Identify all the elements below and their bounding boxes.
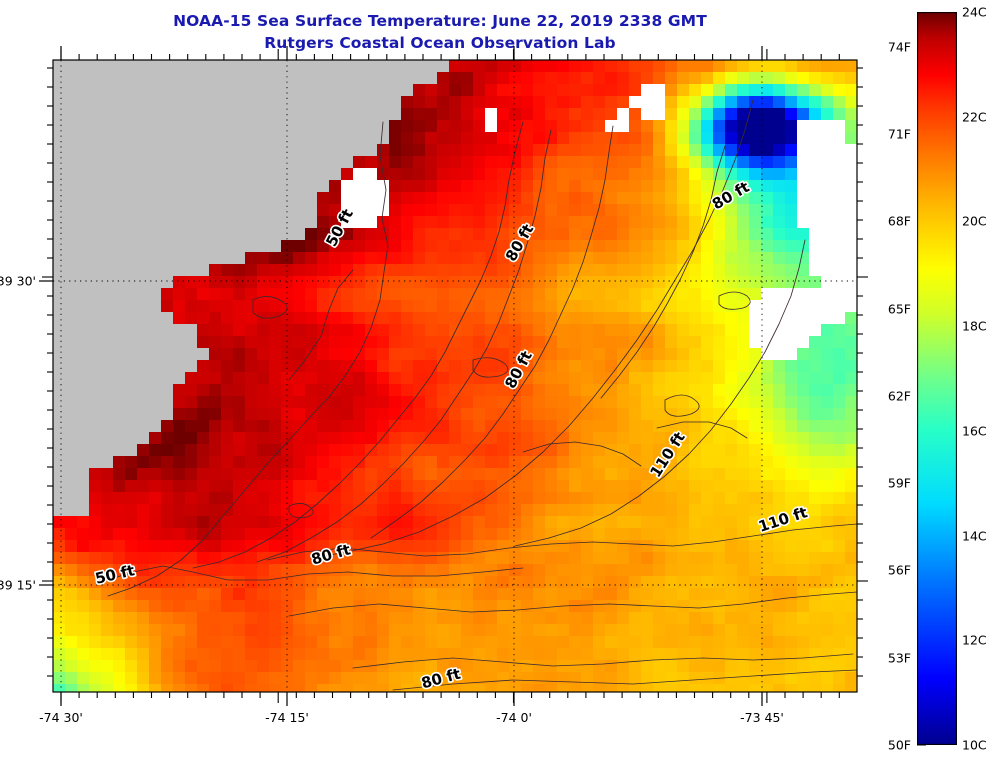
colorbar-label-fahrenheit: 53F xyxy=(887,650,911,666)
colorbar-label-fahrenheit: 71F xyxy=(887,126,911,142)
y-axis-label: 39 30' xyxy=(0,273,36,289)
colorbar-label-celsius: 18C xyxy=(962,318,987,334)
colorbar-label-fahrenheit: 62F xyxy=(887,388,911,404)
title-line-2: Rutgers Coastal Ocean Observation Lab xyxy=(264,34,616,52)
colorbar-label-celsius: 20C xyxy=(962,213,987,229)
colorbar-label-fahrenheit: 65F xyxy=(887,301,911,317)
x-axis-label: -73 45' xyxy=(740,710,784,725)
colorbar-gradient xyxy=(917,12,957,745)
colorbar-label-fahrenheit: 50F xyxy=(887,737,911,753)
colorbar-label-fahrenheit: 68F xyxy=(887,213,911,229)
x-axis-label: -74 0' xyxy=(496,710,532,725)
colorbar-label-fahrenheit: 56F xyxy=(887,562,911,578)
x-axis-label: -74 30' xyxy=(39,710,83,725)
sst-raster xyxy=(53,60,857,692)
x-axis-label: -74 15' xyxy=(265,710,309,725)
colorbar-label-celsius: 10C xyxy=(962,737,987,753)
colorbar-label-celsius: 24C xyxy=(962,4,987,20)
colorbar-label-celsius: 14C xyxy=(962,528,987,544)
colorbar-label-celsius: 16C xyxy=(962,423,987,439)
colorbar-label-fahrenheit: 59F xyxy=(887,475,911,491)
colorbar-label-celsius: 12C xyxy=(962,632,987,648)
y-axis-label: 39 15' xyxy=(0,577,36,593)
colorbar-label-fahrenheit: 74F xyxy=(887,39,911,55)
title-line-1: NOAA-15 Sea Surface Temperature: June 22… xyxy=(173,12,707,30)
colorbar-label-celsius: 22C xyxy=(962,109,987,125)
figure-title: NOAA-15 Sea Surface Temperature: June 22… xyxy=(0,10,880,54)
